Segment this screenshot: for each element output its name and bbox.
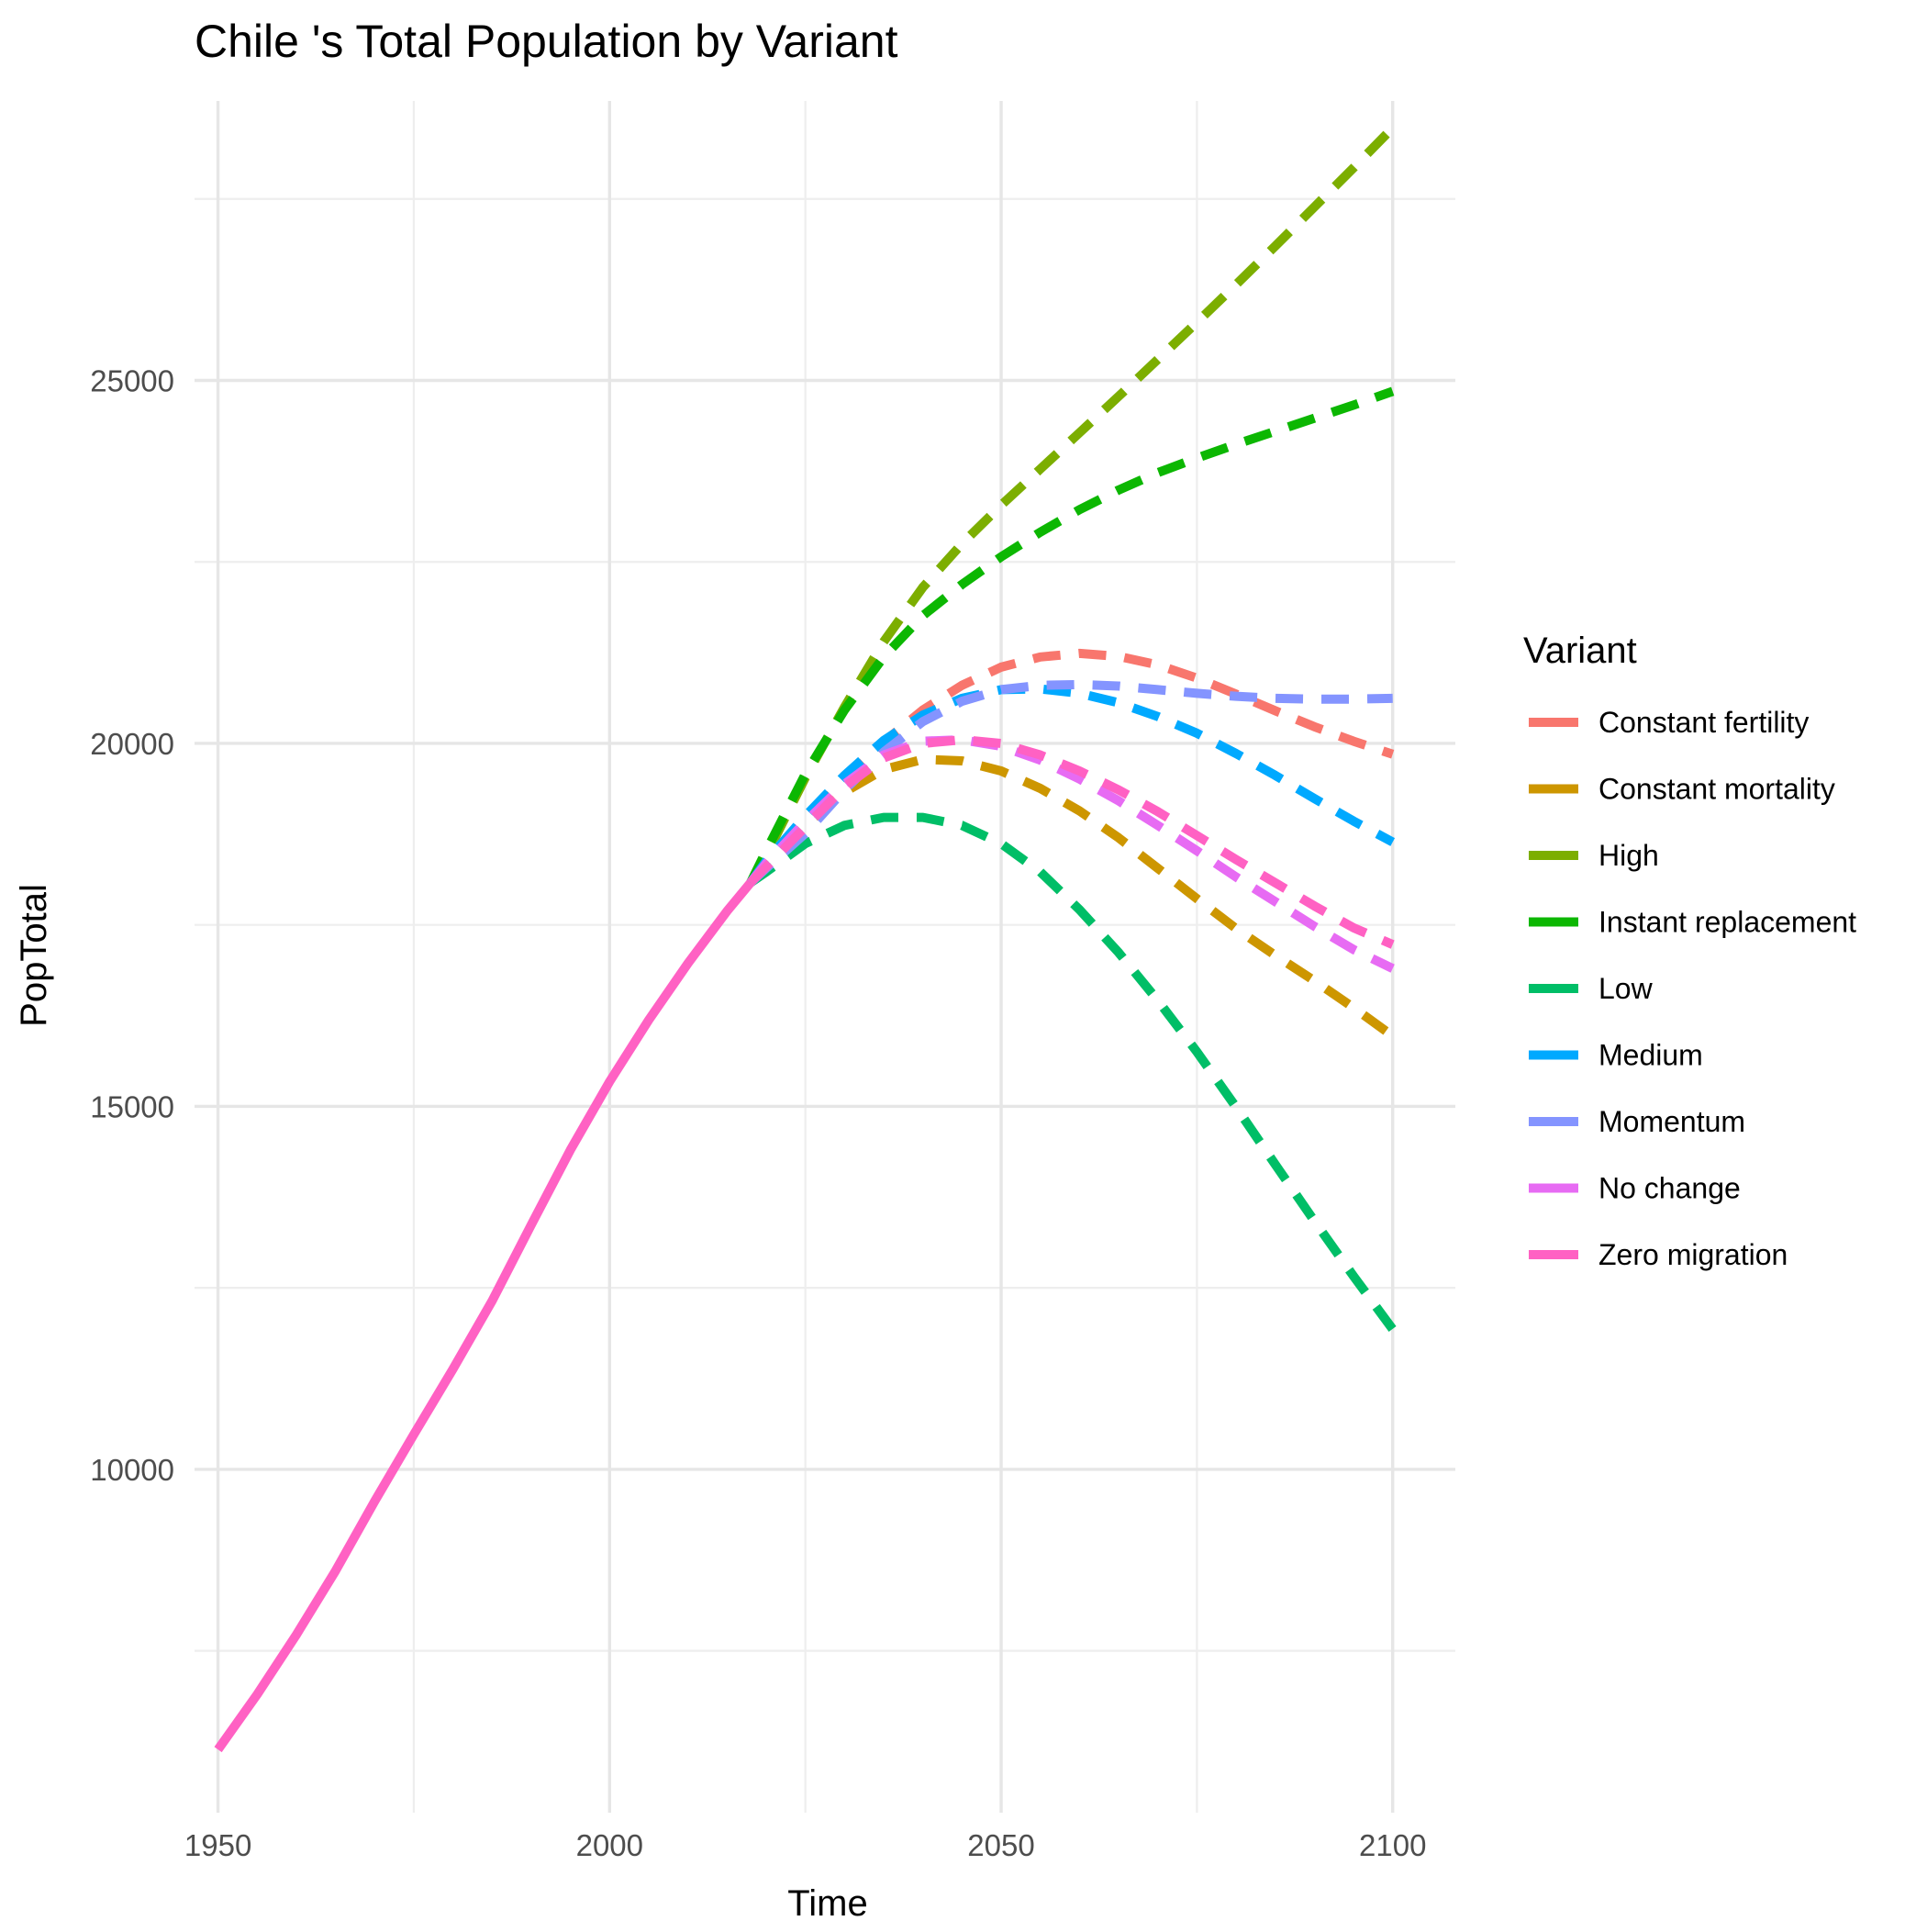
y-tick-label: 20000 — [90, 727, 174, 761]
legend-label-momentum: Momentum — [1598, 1105, 1745, 1138]
series-line-no-change — [747, 735, 1395, 973]
historical-line — [214, 879, 754, 1753]
series-line-instant-replacement — [746, 386, 1395, 886]
series-line-zero-migration — [747, 735, 1395, 949]
legend-label-instant-replacement: Instant replacement — [1598, 906, 1856, 939]
legend-label-low: Low — [1598, 972, 1654, 1005]
legend-label-medium: Medium — [1598, 1039, 1703, 1072]
y-axis-title: PopTotal — [14, 884, 54, 1027]
legend-label-high: High — [1598, 839, 1659, 872]
legend-label-zero-migration: Zero migration — [1598, 1238, 1788, 1271]
series-line-low — [748, 812, 1397, 1333]
legend-items: Constant fertility Constant mortality High… — [1529, 706, 1856, 1271]
legend-title: Variant — [1523, 631, 1637, 671]
legend-label-constant-fertility: Constant fertility — [1598, 706, 1809, 739]
legend: Variant Constant fertility Constant morta… — [1523, 631, 1856, 1271]
series-layer — [214, 124, 1397, 1753]
legend-label-constant-mortality: Constant mortality — [1598, 773, 1835, 806]
series-line-momentum — [747, 679, 1393, 887]
y-tick-label: 25000 — [90, 364, 174, 398]
x-tick-label: 1950 — [184, 1828, 251, 1862]
axis-layer: 1950 2000 2050 2100 10000 15000 20000 25000 — [90, 364, 1426, 1862]
grid-layer — [195, 101, 1455, 1813]
x-tick-label: 2000 — [576, 1828, 643, 1862]
series-line-constant-mortality — [747, 754, 1396, 1040]
x-axis-title: Time — [787, 1883, 867, 1924]
y-tick-label: 15000 — [90, 1089, 174, 1123]
x-tick-label: 2100 — [1359, 1828, 1426, 1862]
chart-title: Chile 's Total Population by Variant — [195, 16, 898, 67]
x-tick-label: 2050 — [967, 1828, 1034, 1862]
y-tick-label: 10000 — [90, 1453, 174, 1487]
series-line-medium — [746, 684, 1396, 886]
series-line-constant-fertility — [747, 648, 1395, 886]
legend-label-no-change: No change — [1598, 1172, 1741, 1205]
